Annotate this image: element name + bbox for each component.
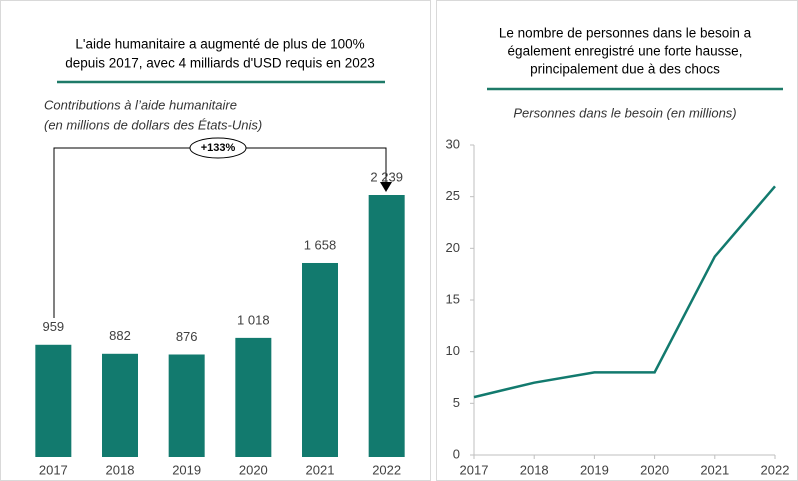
arrow-head [380, 182, 392, 192]
x-tick-label: 2018 [520, 462, 549, 477]
title-right: Le nombre de personnes dans le besoin a [499, 26, 752, 41]
y-tick-label: 20 [446, 240, 460, 255]
value-label: 1 018 [237, 312, 270, 327]
bar [302, 262, 338, 457]
x-tick-label: 2017 [460, 462, 489, 477]
x-tick-label: 2020 [640, 462, 669, 477]
subtitle-left: Contributions à l’aide humanitaire [44, 97, 237, 112]
annotation: +133% [201, 142, 236, 154]
title-left: L'aide humanitaire a augmenté de plus de… [75, 37, 364, 52]
x-tick-label: 2021 [306, 462, 335, 477]
line [473, 185, 776, 399]
bar [235, 337, 272, 457]
x-tick-label: 2022 [761, 462, 790, 477]
y-tick-label: 5 [453, 395, 460, 410]
bar [102, 353, 138, 457]
y-tick-label: 0 [453, 446, 460, 461]
x-tick-label: 2019 [580, 462, 609, 477]
title-left: depuis 2017, avec 4 milliards d'USD requ… [65, 56, 375, 71]
value-label: 1 658 [304, 237, 337, 252]
subtitle-right: Personnes dans le besoin (en millions) [513, 105, 736, 120]
annotation-ellipse [189, 137, 247, 159]
y-tick-label: 25 [446, 188, 460, 203]
value-label: 2 239 [370, 169, 403, 184]
x-tick-label: 2018 [106, 462, 135, 477]
bar [368, 195, 405, 457]
x-tick-label: 2021 [700, 462, 729, 477]
value-label: 959 [42, 319, 64, 334]
bar [168, 354, 205, 457]
x-tick-label: 2020 [239, 462, 268, 477]
x-tick-label: 2019 [172, 462, 201, 477]
value-label: 882 [109, 328, 131, 343]
y-tick-label: 30 [446, 136, 460, 151]
bar [35, 344, 72, 457]
y-tick-label: 15 [446, 291, 460, 306]
title-right: également enregistré une forte hausse, [508, 44, 743, 59]
title-right: principalement due à des chocs [530, 62, 720, 77]
x-tick-label: 2017 [39, 462, 68, 477]
subtitle-left: (en millions de dollars des États-Unis) [44, 117, 262, 132]
y-tick-label: 10 [446, 343, 460, 358]
value-label: 876 [176, 329, 198, 344]
x-tick-label: 2022 [372, 462, 401, 477]
